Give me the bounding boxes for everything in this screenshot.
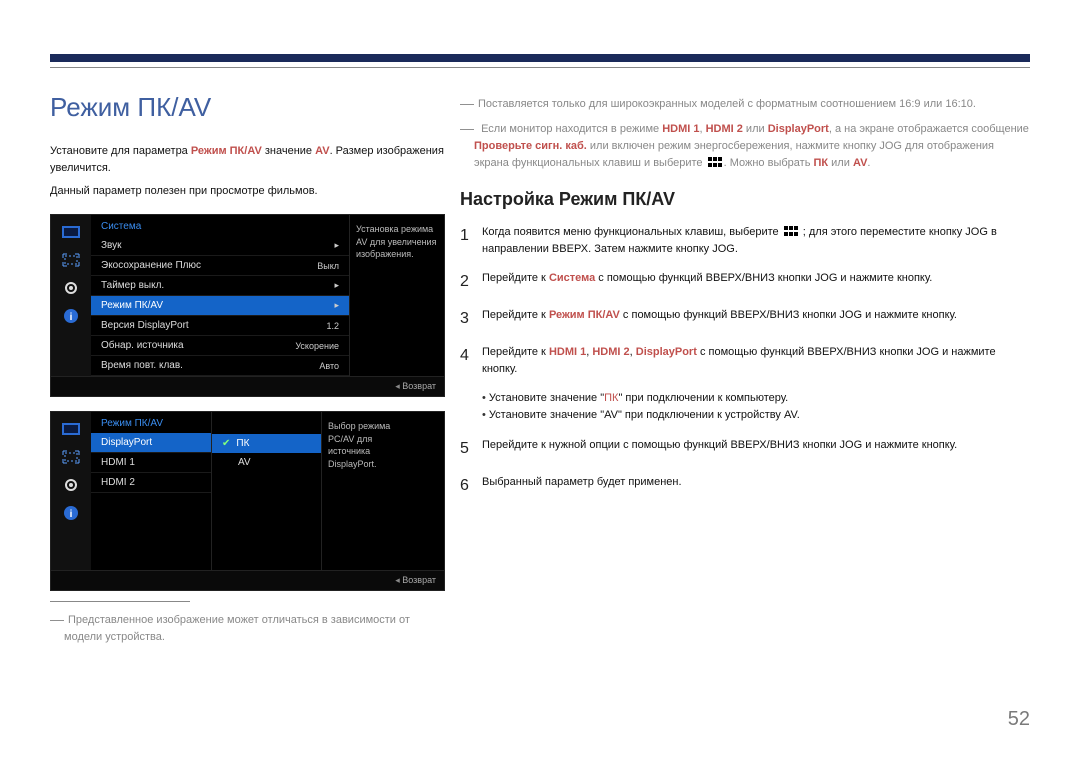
section-title: Настройка Режим ПК/AV [460, 189, 1030, 210]
step-4: 4Перейдите к HDMI 1, HDMI 2, DisplayPort… [460, 344, 1030, 378]
resize-icon [60, 448, 82, 466]
menu-icon [784, 226, 798, 236]
intro-text-2: Данный параметр полезен при просмотре фи… [50, 183, 445, 200]
osd-row-timer[interactable]: Таймер выкл. [91, 276, 349, 296]
info-icon: i [60, 504, 82, 522]
footnote-separator [50, 601, 190, 602]
osd-row-eco[interactable]: Экосохранение ПлюсВыкл [91, 256, 349, 276]
osd-option-pc[interactable]: ✔ПК [212, 434, 321, 453]
step-1: 1Когда появится меню функциональных клав… [460, 224, 1030, 258]
osd-system-menu: i Система Звук Экосохранение ПлюсВыкл Та… [50, 214, 445, 397]
bullet-pc: Установите значение "ПК" при подключении… [482, 390, 1030, 408]
osd-option-av[interactable]: AV [212, 453, 321, 472]
osd-help-text: Установка режима AV для увеличения изобр… [349, 215, 444, 376]
osd-row-source[interactable]: Обнар. источникаУскорение [91, 336, 349, 356]
resize-icon [60, 251, 82, 269]
picture-icon [60, 420, 82, 438]
svg-text:i: i [70, 509, 73, 520]
footnote: ―Представленное изображение может отлича… [50, 608, 445, 646]
picture-icon [60, 223, 82, 241]
intro-text: Установите для параметра Режим ПК/AV зна… [50, 143, 445, 177]
osd-row-displayport[interactable]: DisplayPort [91, 433, 211, 453]
step-6: 6Выбранный параметр будет применен. [460, 474, 1030, 499]
bullet-av: Установите значение "AV" при подключении… [482, 407, 1030, 425]
osd-row-pcav[interactable]: Режим ПК/AV [91, 296, 349, 316]
gear-icon [60, 476, 82, 494]
page-title: Режим ПК/AV [50, 92, 445, 123]
osd-header: Система [91, 215, 349, 236]
osd-row-repeat[interactable]: Время повт. клав.Авто [91, 356, 349, 376]
osd-return[interactable]: Возврат [51, 570, 444, 590]
step-2: 2Перейдите к Система с помощью функций В… [460, 270, 1030, 295]
osd-row-sound[interactable]: Звук [91, 236, 349, 256]
note-aspect: ―Поставляется только для широкоэкранных … [460, 92, 1030, 113]
osd-row-dpver[interactable]: Версия DisplayPort1.2 [91, 316, 349, 336]
page-number: 52 [1008, 708, 1030, 731]
osd-help-text: Выбор режима PC/AV для источника Display… [321, 412, 416, 570]
info-icon: i [60, 307, 82, 325]
header-rule [50, 54, 1030, 68]
step-3: 3Перейдите к Режим ПК/AV с помощью функц… [460, 307, 1030, 332]
svg-text:i: i [70, 312, 73, 323]
gear-icon [60, 279, 82, 297]
menu-icon [708, 157, 722, 167]
osd-return[interactable]: Возврат [51, 376, 444, 396]
osd-header: Режим ПК/AV [91, 412, 211, 433]
check-icon: ✔ [222, 438, 230, 449]
osd-pcav-menu: i Режим ПК/AV DisplayPort HDMI 1 HDMI 2 … [50, 411, 445, 591]
note-signal: ― Если монитор находится в режиме HDMI 1… [460, 117, 1030, 171]
osd-nav: i [51, 412, 91, 570]
osd-row-hdmi2[interactable]: HDMI 2 [91, 473, 211, 493]
osd-row-hdmi1[interactable]: HDMI 1 [91, 453, 211, 473]
step-5: 5Перейдите к нужной опции с помощью функ… [460, 437, 1030, 462]
osd-nav: i [51, 215, 91, 376]
